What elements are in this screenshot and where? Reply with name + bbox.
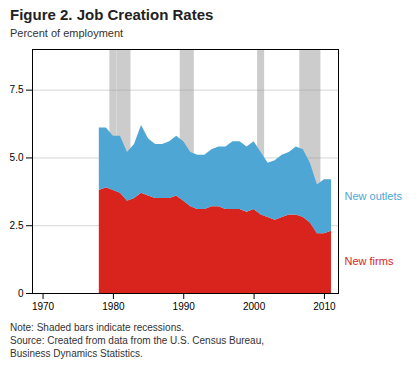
svg-text:1970: 1970	[32, 301, 55, 312]
svg-text:1980: 1980	[102, 301, 125, 312]
html-text:Figure 2. Job Creation Rates: Figure 2. Job Creation Rates	[10, 6, 214, 23]
html-text:Percent of employment: Percent of employment	[10, 27, 124, 39]
svg-text:1990: 1990	[173, 301, 196, 312]
svg-text:New outlets: New outlets	[345, 190, 403, 202]
html-text:Note: Shaded bars indicate rec: Note: Shaded bars indicate recessions. S…	[10, 322, 264, 359]
svg-text:2000: 2000	[243, 301, 266, 312]
svg-text:5.0: 5.0	[10, 152, 24, 163]
svg-text:0: 0	[18, 288, 24, 299]
svg-text:New firms: New firms	[345, 255, 394, 267]
svg-text:2010: 2010	[313, 301, 336, 312]
svg-text:2.5: 2.5	[10, 220, 24, 231]
svg-text:7.5: 7.5	[10, 84, 24, 95]
